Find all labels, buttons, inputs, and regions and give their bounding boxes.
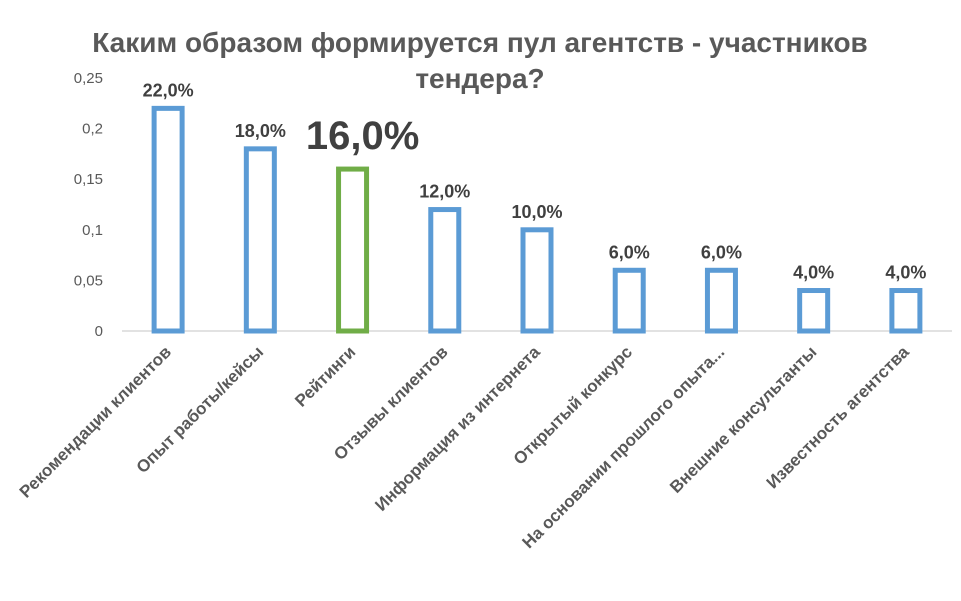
y-tick-label: 0,25 xyxy=(74,70,103,87)
y-tick-label: 0 xyxy=(95,323,103,340)
y-tick-label: 0,15 xyxy=(74,171,103,188)
y-tick-label: 0,2 xyxy=(82,121,103,138)
chart-title: Каким образом формируется пул агентств -… xyxy=(92,27,868,94)
chart-title-line-2: тендера? xyxy=(415,63,544,94)
data-label: 4,0% xyxy=(793,263,834,283)
data-label: 22,0% xyxy=(143,80,194,100)
chart-title-line-1: Каким образом формируется пул агентств -… xyxy=(92,27,868,58)
data-label: 12,0% xyxy=(419,182,470,202)
bar xyxy=(243,146,277,334)
y-tick-label: 0,1 xyxy=(82,222,103,239)
bar xyxy=(520,227,554,334)
x-tick-label: Рейтинги xyxy=(291,342,359,410)
x-tick-label: Внешние консультанты xyxy=(666,342,820,496)
bar xyxy=(428,207,462,334)
y-axis: 0 0,05 0,1 0,15 0,2 0,25 xyxy=(74,70,103,340)
data-label: 6,0% xyxy=(609,242,650,262)
data-label: 16,0% xyxy=(306,114,419,158)
bar xyxy=(612,267,646,334)
bar xyxy=(151,105,185,334)
x-tick-label: Рекомендации клиентов xyxy=(16,342,175,501)
data-label: 18,0% xyxy=(235,121,286,141)
data-labels: 22,0% 18,0% 16,0% 12,0% 10,0% 6,0% 6,0% 4,0% 4,0… xyxy=(143,80,927,282)
x-tick-label: Информация из интернета xyxy=(371,342,544,515)
bars xyxy=(151,105,923,334)
y-tick-label: 0,05 xyxy=(74,272,103,289)
bar xyxy=(797,288,831,334)
x-tick-label: На основании прошлого опыта... xyxy=(519,342,729,552)
bar xyxy=(889,288,923,334)
bar xyxy=(336,166,370,334)
bar xyxy=(704,267,738,334)
data-label: 4,0% xyxy=(885,263,926,283)
data-label: 6,0% xyxy=(701,242,742,262)
data-label: 10,0% xyxy=(511,202,562,222)
